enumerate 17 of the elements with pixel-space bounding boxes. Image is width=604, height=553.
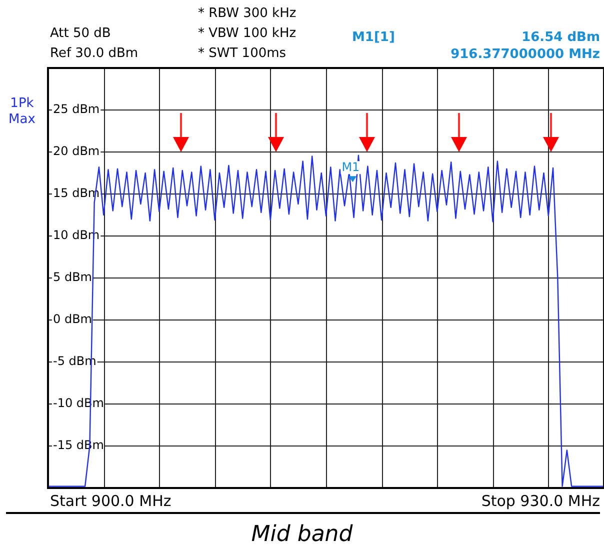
text: * VBW 100 kHz: [198, 26, 296, 42]
text: * RBW 300 kHz: [198, 6, 296, 22]
text: Mid band: [250, 522, 354, 548]
y-tick-label: 5 dBm: [53, 270, 92, 284]
text: Ref 30.0 dBm: [50, 46, 138, 62]
text: 916.377000000 MHz: [450, 47, 600, 63]
y-tick-label: 25 dBm: [53, 102, 100, 116]
text: Stop 930.0 MHz: [481, 492, 600, 511]
y-tick-label: 20 dBm: [53, 144, 100, 158]
y-tick-label: 0 dBm: [53, 312, 92, 326]
text: 16.54 dBm: [522, 30, 600, 46]
text: M1[1]: [352, 30, 395, 46]
text: * SWT 100ms: [198, 46, 286, 62]
text: Start 900.0 MHz: [50, 492, 172, 511]
annotation: M1: [342, 160, 360, 174]
text: Att 50 dB: [50, 26, 111, 42]
text: 1Pk Max: [8, 96, 36, 128]
